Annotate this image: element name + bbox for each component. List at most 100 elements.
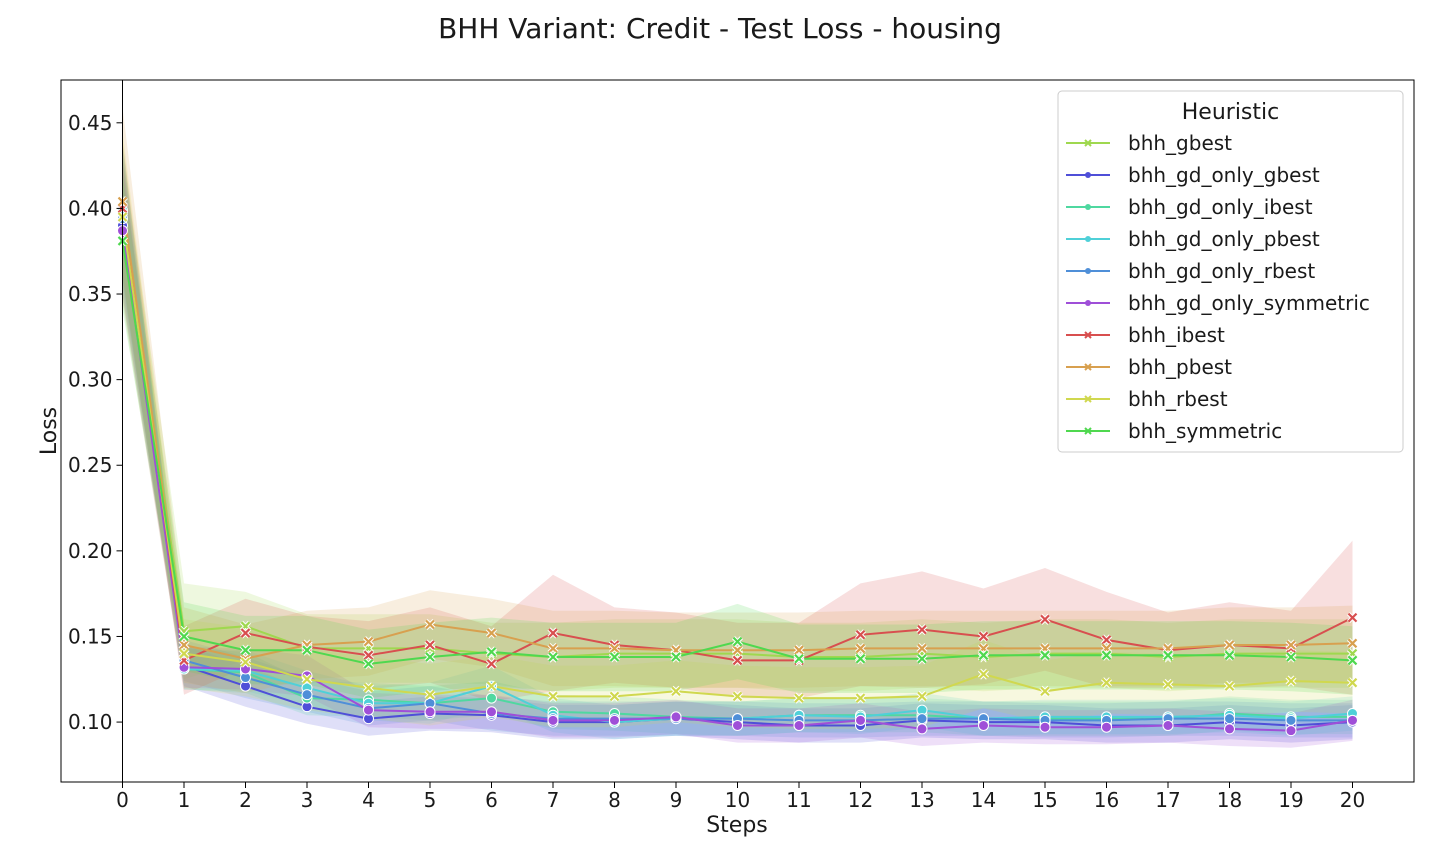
data-point-bhh_gd_only_rbest [916,713,928,725]
legend-item-bhh_gd_only_symmetric[interactable]: bhh_gd_only_symmetric [1066,291,1370,315]
legend-item-bhh_gbest[interactable]: bhh_gbest [1066,131,1232,155]
data-point-bhh_pbest [547,642,559,654]
data-point-bhh_pbest [424,618,436,630]
x-tick-label: 11 [786,788,811,812]
data-point-bhh_gd_only_rbest [1285,714,1297,726]
legend-item-bhh_pbest[interactable]: bhh_pbest [1066,355,1232,379]
x-tick-label: 10 [725,788,750,812]
data-point-bhh_pbest [732,644,743,656]
x-tick-label: 13 [909,788,934,812]
legend-box [1057,90,1404,453]
legend-item-bhh_rbest[interactable]: bhh_rbest [1066,387,1228,411]
data-point-bhh_gd_only_rbest [1224,713,1235,725]
data-point-bhh_gd_only_symmetric [916,723,928,735]
data-point-bhh_pbest [1224,639,1235,651]
data-point-bhh_ibest [732,654,743,666]
data-point-bhh_gd_only_symmetric [732,719,743,731]
data-point-bhh_symmetric [1347,654,1358,666]
x-tick-label: 14 [971,788,996,812]
legend-label: bhh_gd_only_pbest [1128,227,1320,251]
data-point-bhh_rbest [486,680,497,692]
data-point-bhh_symmetric [978,649,989,661]
data-point-bhh_gd_only_symmetric [1347,714,1358,726]
confidence-band-bhh_gbest [122,153,1353,692]
x-tick-label: 8 [608,788,621,812]
data-point-bhh_ibest [486,658,497,670]
data-point-bhh_rbest [916,690,928,702]
legend[interactable]: Heuristic bhh_gbest bhh_gd_only_gbest bhh_g… [1057,90,1404,453]
x-tick-label: 2 [239,788,252,812]
legend-item-bhh_symmetric[interactable]: bhh_symmetric [1066,419,1282,443]
x-tick-label: 4 [362,788,375,812]
legend-item-bhh_ibest[interactable]: bhh_ibest [1066,323,1225,347]
y-tick-label: 0.30 [68,368,113,392]
legend-label: bhh_pbest [1128,355,1232,379]
data-point-bhh_pbest [793,644,805,656]
x-tick-label: 9 [670,788,683,812]
data-point-bhh_rbest [609,690,620,702]
y-tick-label: 0.10 [68,710,113,734]
x-axis-label: Steps [706,813,768,838]
data-point-bhh_gd_only_symmetric [793,719,805,731]
data-point-bhh_gd_only_symmetric [978,719,989,731]
data-point-bhh_gd_only_symmetric [424,706,436,718]
data-point-bhh_ibest [978,630,989,642]
data-point-bhh_rbest [178,648,190,660]
data-point-bhh_rbest [1039,685,1051,697]
data-point-bhh_rbest [670,685,682,697]
data-point-bhh_rbest [1285,675,1297,687]
data-point-bhh_symmetric [240,644,251,656]
data-point-bhh_rbest [1101,677,1112,689]
data-point-bhh_symmetric [1162,649,1174,661]
x-tick-label: 7 [547,788,560,812]
data-point-bhh_symmetric [793,653,805,665]
x-tick-label: 1 [178,788,191,812]
data-point-bhh_gd_only_symmetric [1039,721,1051,733]
data-point-bhh_ibest [916,624,928,636]
legend-title: Heuristic [1182,100,1279,125]
legend-label: bhh_symmetric [1128,419,1282,443]
legend-item-bhh_gd_only_gbest[interactable]: bhh_gd_only_gbest [1066,163,1320,187]
data-point-bhh_rbest [978,668,989,680]
x-tick-label: 6 [485,788,498,812]
data-point-bhh_ibest [547,627,559,639]
data-point-bhh_ibest [424,639,436,651]
series-markers [117,196,1358,737]
chart-title: BHH Variant: Credit - Test Loss - housin… [438,12,1002,45]
data-point-bhh_pbest [1347,637,1358,649]
data-point-bhh_gd_only_symmetric [1224,723,1235,735]
legend-label: bhh_ibest [1128,323,1225,347]
data-point-bhh_ibest [855,629,866,641]
data-point-bhh_gd_only_symmetric [1101,721,1112,733]
y-tick-label: 0.15 [68,624,113,648]
data-point-bhh_rbest [240,656,251,668]
data-point-bhh_pbest [916,642,928,654]
legend-item-bhh_gd_only_ibest[interactable]: bhh_gd_only_ibest [1066,195,1313,219]
data-point-bhh_pbest [486,627,497,639]
legend-item-bhh_gd_only_pbest[interactable]: bhh_gd_only_pbest [1066,227,1320,251]
data-point-bhh_gd_only_symmetric [363,704,374,716]
data-point-bhh_symmetric [609,651,620,663]
data-point-bhh_symmetric [363,658,374,670]
x-tick-label: 18 [1217,788,1242,812]
data-point-bhh_pbest [363,636,374,648]
axes: 0.100.150.200.250.300.350.400.450 1 2 3 4 5 6 7… [60,79,1415,812]
data-point-bhh_gd_only_rbest [301,689,313,701]
data-point-bhh_gd_only_symmetric [855,714,866,726]
data-point-bhh_rbest [1347,677,1358,689]
x-tick-label: 5 [424,788,437,812]
legend-label: bhh_rbest [1128,387,1228,411]
legend-label: bhh_gbest [1128,131,1232,155]
data-point-bhh_pbest [609,642,620,654]
legend-label: bhh_gd_only_symmetric [1128,291,1370,315]
legend-item-bhh_gd_only_rbest[interactable]: bhh_gd_only_rbest [1066,259,1315,283]
x-tick-label: 19 [1278,788,1303,812]
data-point-bhh_symmetric [855,653,866,665]
data-point-bhh_ibest [240,627,251,639]
data-point-bhh_symmetric [486,646,497,658]
data-point-bhh_symmetric [301,644,313,656]
legend-label: bhh_gd_only_rbest [1128,259,1315,283]
x-tick-label: 3 [301,788,314,812]
